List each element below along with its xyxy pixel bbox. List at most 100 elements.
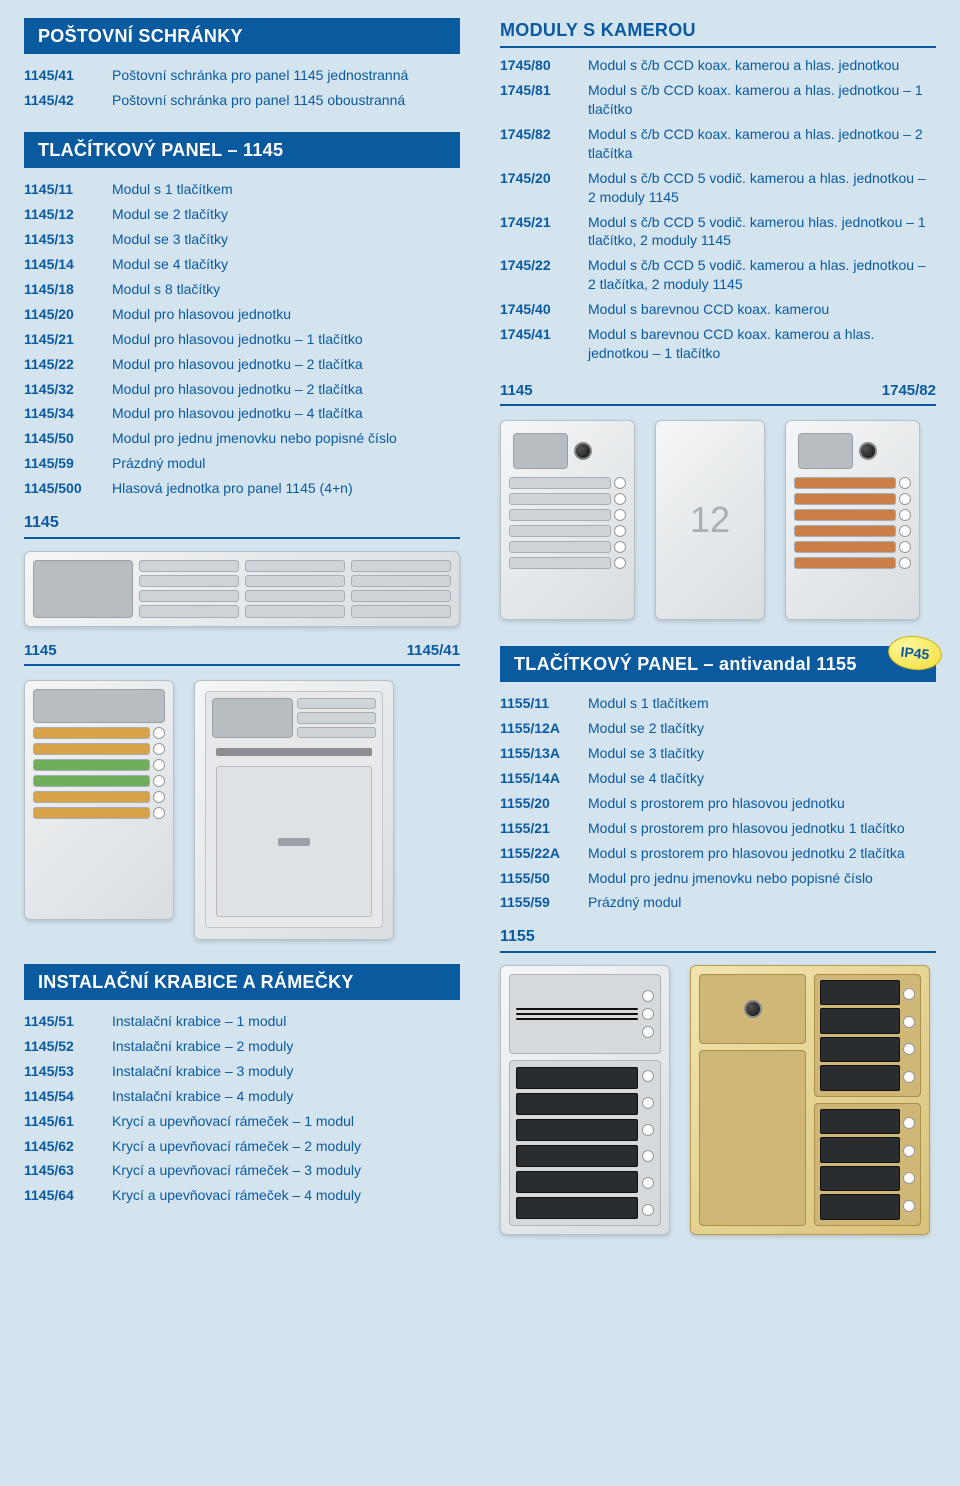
catalog-row: 1145/61 Krycí a upevňovací rámeček – 1 mo… xyxy=(24,1112,460,1131)
item-code: 1745/82 xyxy=(500,125,578,163)
item-desc: Modul s č/b CCD 5 vodič. kamerou a hlas.… xyxy=(588,256,936,294)
item-desc: Modul se 3 tlačítky xyxy=(588,744,936,763)
catalog-row: 1145/63Krycí a upevňovací rámeček – 3 mo… xyxy=(24,1161,460,1180)
item-desc: Modul pro hlasovou jednotku xyxy=(112,305,460,324)
camera-pair-right-label: 1745/82 xyxy=(882,381,936,401)
item-desc: Krycí a upevňovací rámeček – 3 moduly xyxy=(112,1161,460,1180)
camera-pair-left-label: 1145 xyxy=(500,381,533,401)
item-desc: Hlasová jednotka pro panel 1145 (4+n) xyxy=(112,479,460,498)
item-code: 1145/61 xyxy=(24,1112,102,1131)
item-code: 1145/500 xyxy=(24,479,102,498)
item-code: 1145/21 xyxy=(24,330,102,349)
item-code: 1155/13A xyxy=(500,744,578,763)
item-code: 1145/22 xyxy=(24,355,102,374)
item-code: 1145/13 xyxy=(24,230,102,249)
item-code: 1155/12A xyxy=(500,719,578,738)
item-code: 1745/41 xyxy=(500,325,578,363)
item-desc: Modul s prostorem pro hlasovou jednotku … xyxy=(588,819,936,838)
catalog-row: 1145/51Instalační krabice – 1 modul xyxy=(24,1012,460,1031)
item-desc: Krycí a upevňovací rámeček – 4 moduly xyxy=(112,1186,460,1205)
product-image-1745-82 xyxy=(785,420,920,620)
item-desc: Poštovní schránka pro panel 1145 jednost… xyxy=(112,66,460,85)
item-code: 1745/22 xyxy=(500,256,578,294)
item-code: 1745/20 xyxy=(500,169,578,207)
item-desc: Prázdný modul xyxy=(112,454,460,473)
product-image-1155-silver xyxy=(500,965,670,1235)
item-desc: Modul pro jednu jmenovku nebo popisné čí… xyxy=(112,429,460,448)
install-boxes-title: INSTALAČNÍ KRABICE A RÁMEČKY xyxy=(24,964,460,1000)
item-desc: Krycí a upevňovací rámeček – 2 moduly xyxy=(112,1137,460,1156)
item-code: 1155/21 xyxy=(500,819,578,838)
item-desc: Modul pro hlasovou jednotku – 1 tlačítko xyxy=(112,330,460,349)
catalog-row: 1145/59Prázdný modul xyxy=(24,454,460,473)
item-desc: Modul pro hlasovou jednotku – 2 tlačítka xyxy=(112,355,460,374)
catalog-row: 1155/20Modul s prostorem pro hlasovou je… xyxy=(500,794,936,813)
catalog-row: 1145/11Modul s 1 tlačítkem xyxy=(24,180,460,199)
item-desc: Modul s č/b CCD koax. kamerou a hlas. je… xyxy=(588,125,936,163)
item-code: 1145/41 xyxy=(24,66,102,85)
product-image-1145-camera xyxy=(500,420,635,620)
right-column: MODULY S KAMEROU 1745/80Modul s č/b CCD … xyxy=(500,18,936,1235)
item-code: 1145/50 xyxy=(24,429,102,448)
catalog-row: 1145/20 Modul pro hlasovou jednotku xyxy=(24,305,460,324)
catalog-row: 1145/14Modul se 4 tlačítky xyxy=(24,255,460,274)
product-image-1145-wide xyxy=(24,551,460,627)
button-panel-list: 1145/11Modul s 1 tlačítkem 1145/12Modul s… xyxy=(24,180,460,498)
item-desc: Modul se 4 tlačítky xyxy=(588,769,936,788)
item-code: 1155/50 xyxy=(500,869,578,888)
catalog-row: 1745/80Modul s č/b CCD koax. kamerou a h… xyxy=(500,56,936,75)
antivandal-list: 1155/11 Modul s 1 tlačítkem 1155/12A Modul … xyxy=(500,694,936,912)
item-code: 1145/62 xyxy=(24,1137,102,1156)
item-desc: Krycí a upevňovací rámeček – 1 modul xyxy=(112,1112,460,1131)
catalog-row: 1145/53 Instalační krabice – 3 moduly xyxy=(24,1062,460,1081)
item-desc: Modul se 3 tlačítky xyxy=(112,230,460,249)
item-desc: Instalační krabice – 3 moduly xyxy=(112,1062,460,1081)
item-desc: Modul s barevnou CCD koax. kamerou xyxy=(588,300,936,319)
catalog-row: 1145/12Modul se 2 tlačítky xyxy=(24,205,460,224)
item-desc: Modul s 1 tlačítkem xyxy=(112,180,460,199)
item-desc: Modul se 2 tlačítky xyxy=(112,205,460,224)
item-desc: Modul s 1 tlačítkem xyxy=(588,694,936,713)
item-desc: Modul s barevnou CCD koax. kamerou a hla… xyxy=(588,325,936,363)
catalog-row: 1145/62 Krycí a upevňovací rámeček – 2 mo… xyxy=(24,1137,460,1156)
catalog-row: 1145/32Modul pro hlasovou jednotku – 2 t… xyxy=(24,380,460,399)
item-desc: Modul se 2 tlačítky xyxy=(588,719,936,738)
pair-left-label: 1145 xyxy=(24,641,57,661)
product-1155-label: 1155 xyxy=(500,926,936,953)
catalog-row: 1155/13A Modul se 3 tlačítky xyxy=(500,744,936,763)
catalog-row: 1145/50 Modul pro jednu jmenovku nebo pop… xyxy=(24,429,460,448)
item-code: 1145/53 xyxy=(24,1062,102,1081)
catalog-row: 1155/21 Modul s prostorem pro hlasovou je… xyxy=(500,819,936,838)
catalog-row: 1145/18Modul s 8 tlačítky xyxy=(24,280,460,299)
catalog-row: 1745/22 Modul s č/b CCD 5 vodič. kamerou … xyxy=(500,256,936,294)
panel-number-12: 12 xyxy=(690,496,730,545)
item-code: 1145/64 xyxy=(24,1186,102,1205)
catalog-row: 1155/50Modul pro jednu jmenovku nebo pop… xyxy=(500,869,936,888)
catalog-row: 1745/21Modul s č/b CCD 5 vodič. kamerou … xyxy=(500,213,936,251)
postal-boxes-title: POŠTOVNÍ SCHRÁNKY xyxy=(24,18,460,54)
item-code: 1145/52 xyxy=(24,1037,102,1056)
product-image-12: 12 xyxy=(655,420,765,620)
item-code: 1145/32 xyxy=(24,380,102,399)
item-code: 1155/59 xyxy=(500,893,578,912)
item-code: 1155/11 xyxy=(500,694,578,713)
button-panel-title: TLAČÍTKOVÝ PANEL – 1145 xyxy=(24,132,460,168)
item-code: 1145/20 xyxy=(24,305,102,324)
item-desc: Poštovní schránka pro panel 1145 oboustr… xyxy=(112,91,460,110)
item-desc: Modul s č/b CCD 5 vodič. kamerou hlas. j… xyxy=(588,213,936,251)
item-desc: Prázdný modul xyxy=(588,893,936,912)
catalog-row: 1145/22 Modul pro hlasovou jednotku – 2 t… xyxy=(24,355,460,374)
catalog-row: 1155/22AModul s prostorem pro hlasovou j… xyxy=(500,844,936,863)
catalog-row: 1155/12A Modul se 2 tlačítky xyxy=(500,719,936,738)
catalog-row: 1745/20Modul s č/b CCD 5 vodič. kamerou … xyxy=(500,169,936,207)
catalog-row: 1745/41 Modul s barevnou CCD koax. kamero… xyxy=(500,325,936,363)
catalog-row: 1745/81Modul s č/b CCD koax. kamerou a h… xyxy=(500,81,936,119)
camera-modules-title: MODULY S KAMEROU xyxy=(500,18,936,48)
left-column: POŠTOVNÍ SCHRÁNKY 1145/41 Poštovní schrán… xyxy=(24,18,460,1235)
item-code: 1145/42 xyxy=(24,91,102,110)
item-code: 1145/51 xyxy=(24,1012,102,1031)
product-1145-label: 1145 xyxy=(24,512,460,539)
item-code: 1745/80 xyxy=(500,56,578,75)
catalog-row: 1145/42 Poštovní schránka pro panel 1145 … xyxy=(24,91,460,110)
catalog-row: 1145/54Instalační krabice – 4 moduly xyxy=(24,1087,460,1106)
